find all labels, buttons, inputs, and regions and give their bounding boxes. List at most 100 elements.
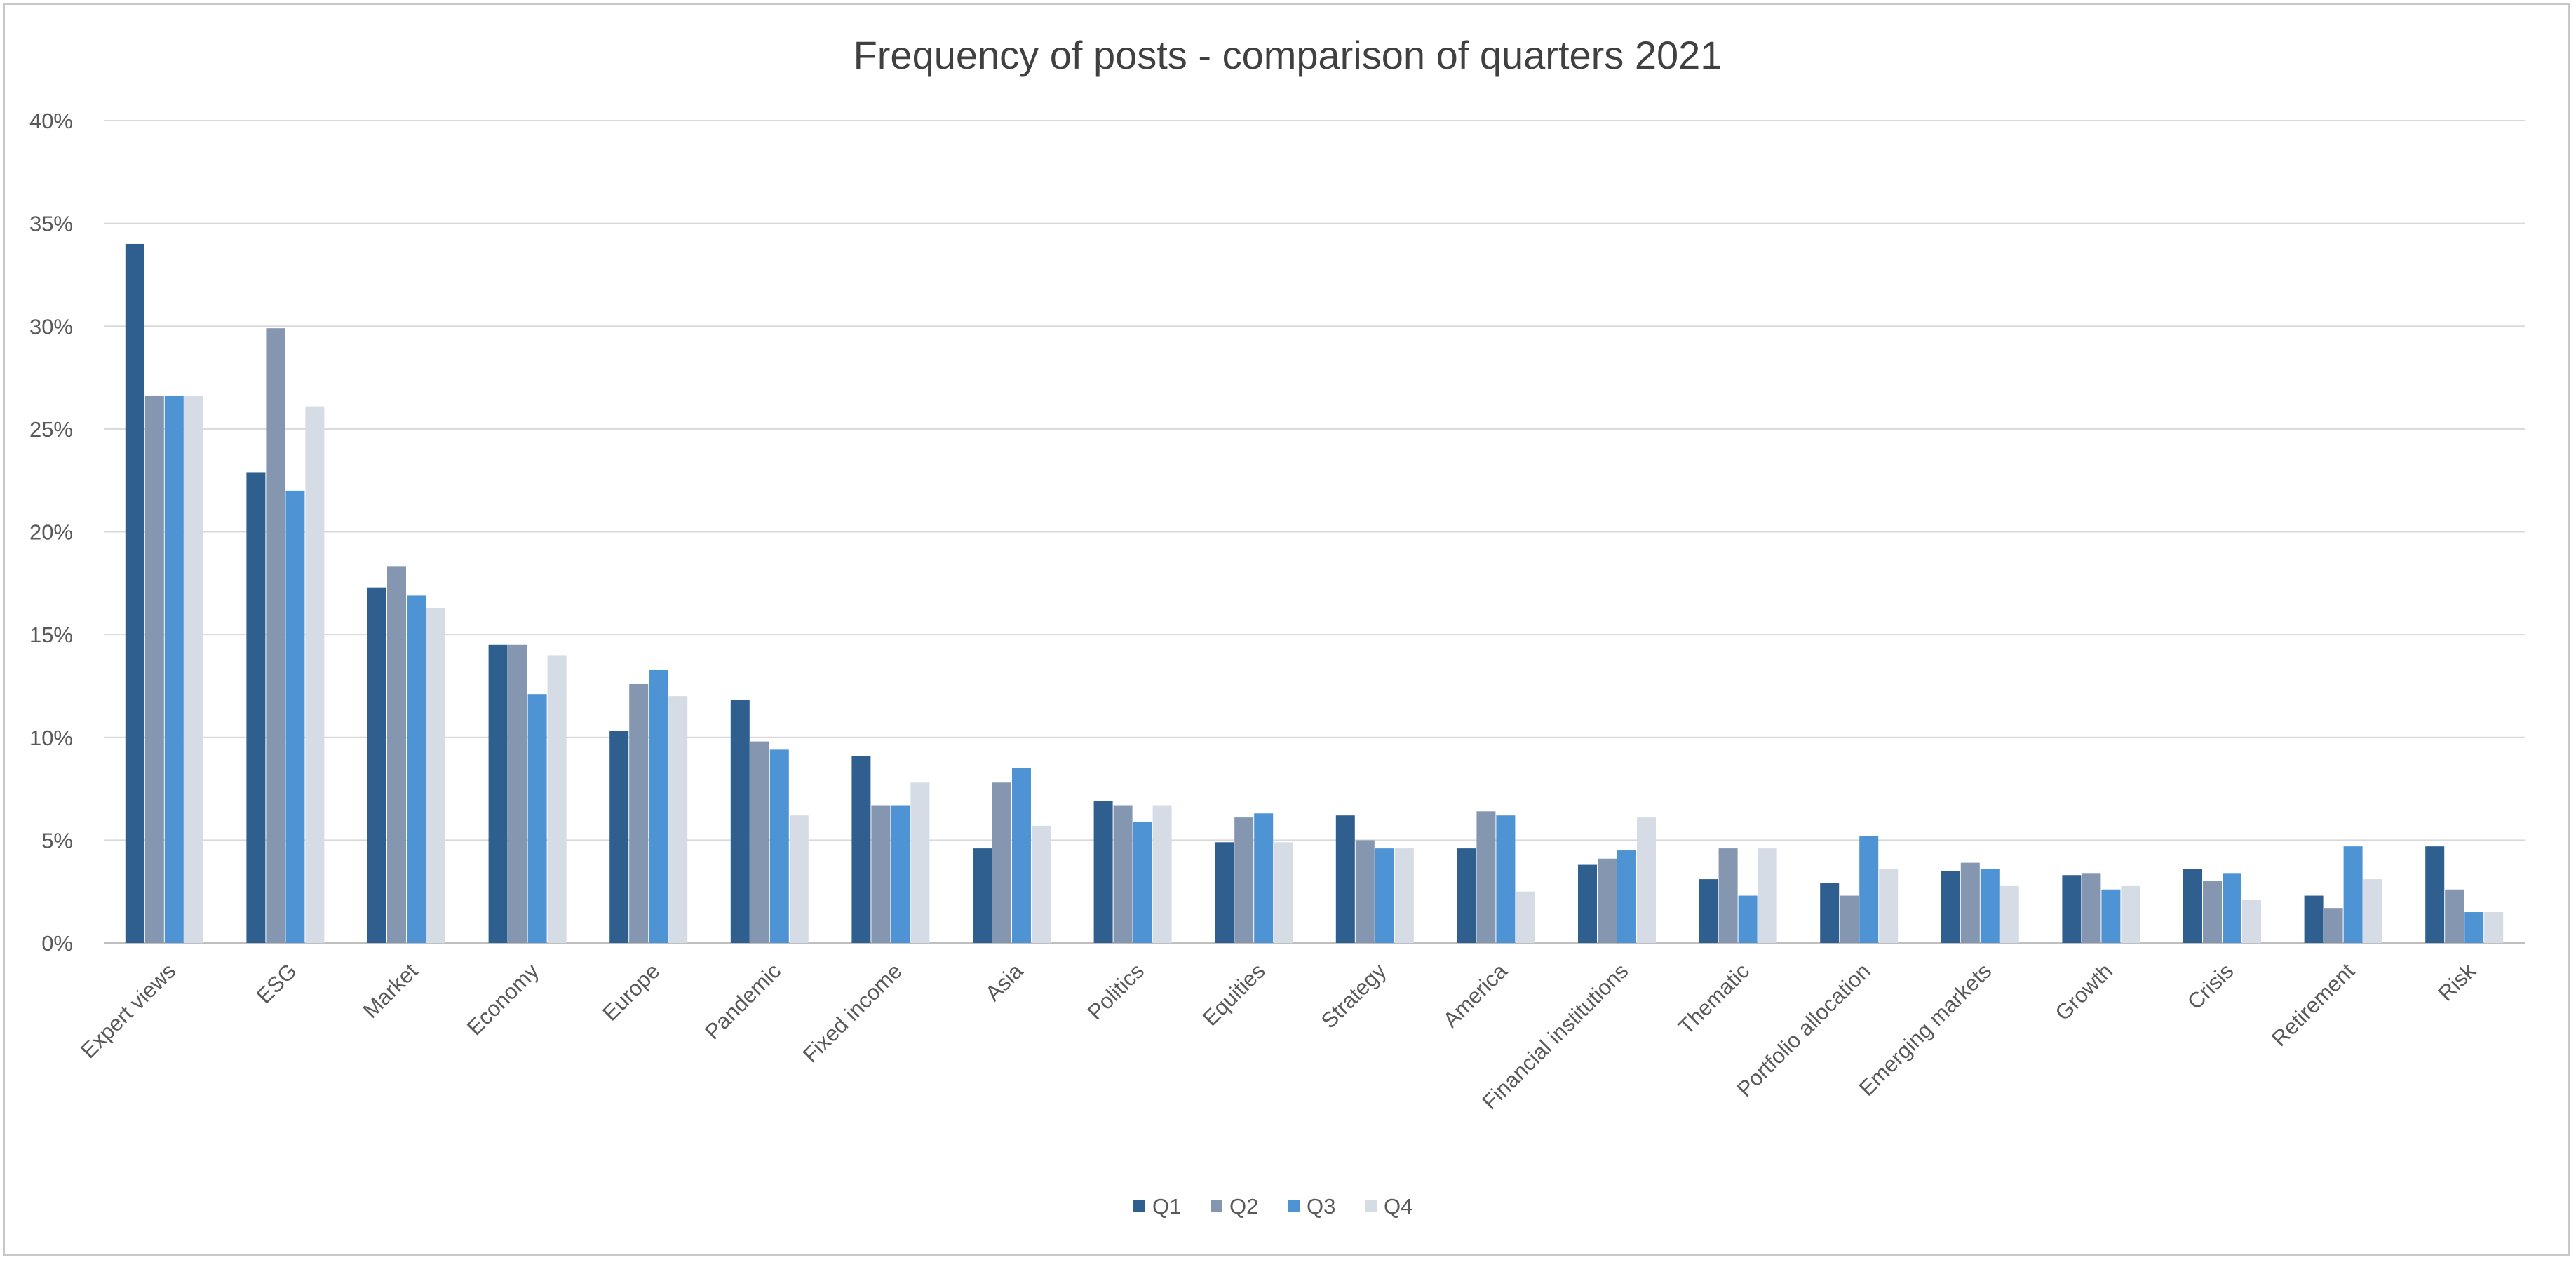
bar-q1 (609, 731, 629, 943)
bars (125, 243, 2504, 943)
x-axis-ticks: Expert views ESG Market Economy Europe Pandem… (76, 958, 2481, 1115)
bar-q1 (367, 587, 386, 943)
bar-q2 (1234, 817, 1254, 943)
bar-q4 (1516, 891, 1535, 943)
bar-q4 (1152, 805, 1172, 943)
x-tick-label: Thematic (1673, 958, 1754, 1039)
bar-q3 (2223, 873, 2241, 943)
legend-swatch (1133, 1200, 1145, 1212)
bar-q4 (668, 696, 688, 943)
bar-q3 (1012, 768, 1031, 943)
bar-q4 (184, 395, 203, 943)
bar-q1 (1335, 815, 1355, 943)
x-tick-label: Expert views (76, 958, 180, 1063)
bar-q4 (1879, 869, 1899, 943)
bar-q3 (1859, 836, 1879, 943)
x-tick-label: Europe (598, 958, 664, 1025)
x-tick-label: Fixed income (798, 958, 907, 1067)
bar-q4 (910, 782, 930, 943)
bar-q1 (2062, 875, 2082, 943)
bar-q3 (164, 395, 184, 943)
legend: Q1 Q2 Q3 Q4 (1133, 1194, 1412, 1219)
legend-swatch (1288, 1200, 1300, 1212)
bar-q3 (1496, 815, 1516, 943)
bar-q2 (629, 684, 649, 943)
bar-q2 (1598, 858, 1617, 943)
bar-q2 (871, 805, 891, 943)
bar-q4 (789, 815, 809, 943)
legend-label: Q2 (1229, 1194, 1258, 1219)
y-tick-label: 30% (29, 314, 73, 339)
y-tick-label: 20% (29, 520, 73, 545)
bar-q1 (1457, 848, 1476, 943)
bar-q3 (285, 490, 305, 943)
bar-q1 (488, 644, 508, 943)
gridlines (104, 120, 2525, 944)
x-tick-label: Asia (980, 958, 1028, 1006)
x-tick-label: ESG (252, 958, 302, 1008)
y-tick-label: 15% (29, 623, 73, 647)
bar-q3 (2101, 889, 2121, 943)
bar-q2 (2082, 873, 2101, 943)
bar-q2 (144, 395, 164, 943)
x-tick-label: Equities (1198, 958, 1270, 1031)
x-tick-label: Market (358, 958, 423, 1023)
legend-label: Q3 (1307, 1194, 1335, 1219)
bar-q2 (1840, 895, 1859, 943)
x-tick-label: Economy (462, 958, 544, 1040)
legend-label: Q1 (1152, 1194, 1181, 1219)
x-tick-label: America (1438, 958, 1513, 1033)
bar-q4 (2121, 885, 2140, 943)
bar-q1 (2425, 846, 2445, 943)
bar-q3 (1617, 850, 1636, 943)
legend-label: Q4 (1384, 1194, 1412, 1219)
bar-q2 (266, 328, 285, 943)
bar-q1 (246, 472, 266, 943)
bar-q3 (407, 595, 426, 943)
bar-q4 (2000, 885, 2019, 943)
bar-q3 (891, 805, 910, 943)
bar-q3 (1254, 813, 1274, 943)
legend-swatch (1365, 1200, 1377, 1212)
bar-q3 (1738, 895, 1758, 943)
bar-q1 (1820, 883, 1840, 943)
bar-q4 (2363, 879, 2382, 943)
bar-q1 (2183, 869, 2202, 943)
bar-q1 (851, 756, 871, 943)
bar-q4 (426, 608, 445, 943)
bar-q4 (1274, 842, 1293, 943)
y-tick-label: 10% (29, 726, 73, 750)
x-tick-label: Crisis (2183, 958, 2239, 1015)
x-tick-label: Portfolio allocation (1732, 958, 1875, 1101)
bar-q2 (2324, 908, 2343, 943)
bar-q4 (2484, 912, 2504, 943)
x-tick-label: Retirement (2267, 958, 2359, 1051)
bar-q3 (769, 749, 789, 943)
bar-q1 (1578, 864, 1597, 943)
bar-q3 (649, 669, 668, 943)
bar-q3 (1980, 869, 2000, 943)
bar-q4 (1637, 817, 1656, 943)
bar-q1 (125, 243, 144, 943)
chart-title: Frequency of posts - comparison of quart… (854, 33, 1722, 77)
bar-q2 (1718, 848, 1738, 943)
y-tick-label: 40% (29, 109, 73, 133)
y-tick-label: 25% (29, 417, 73, 442)
bar-q1 (1941, 871, 1960, 943)
legend-swatch (1211, 1200, 1222, 1212)
y-tick-label: 35% (29, 212, 73, 236)
bar-q2 (1355, 840, 1375, 943)
bar-q4 (305, 406, 325, 943)
y-axis-ticks: 0% 5% 10% 15% 20% 25% 30% 35% 40% (29, 109, 73, 956)
y-tick-label: 0% (41, 931, 73, 956)
bar-q2 (1960, 862, 1980, 943)
bar-q3 (1375, 848, 1394, 943)
bar-q2 (992, 782, 1011, 943)
bar-q4 (547, 655, 567, 943)
bar-q1 (973, 848, 992, 943)
bar-q2 (2445, 889, 2464, 943)
bar-q3 (2464, 912, 2484, 943)
bar-q2 (508, 644, 527, 943)
x-tick-label: Emerging markets (1854, 958, 1997, 1101)
